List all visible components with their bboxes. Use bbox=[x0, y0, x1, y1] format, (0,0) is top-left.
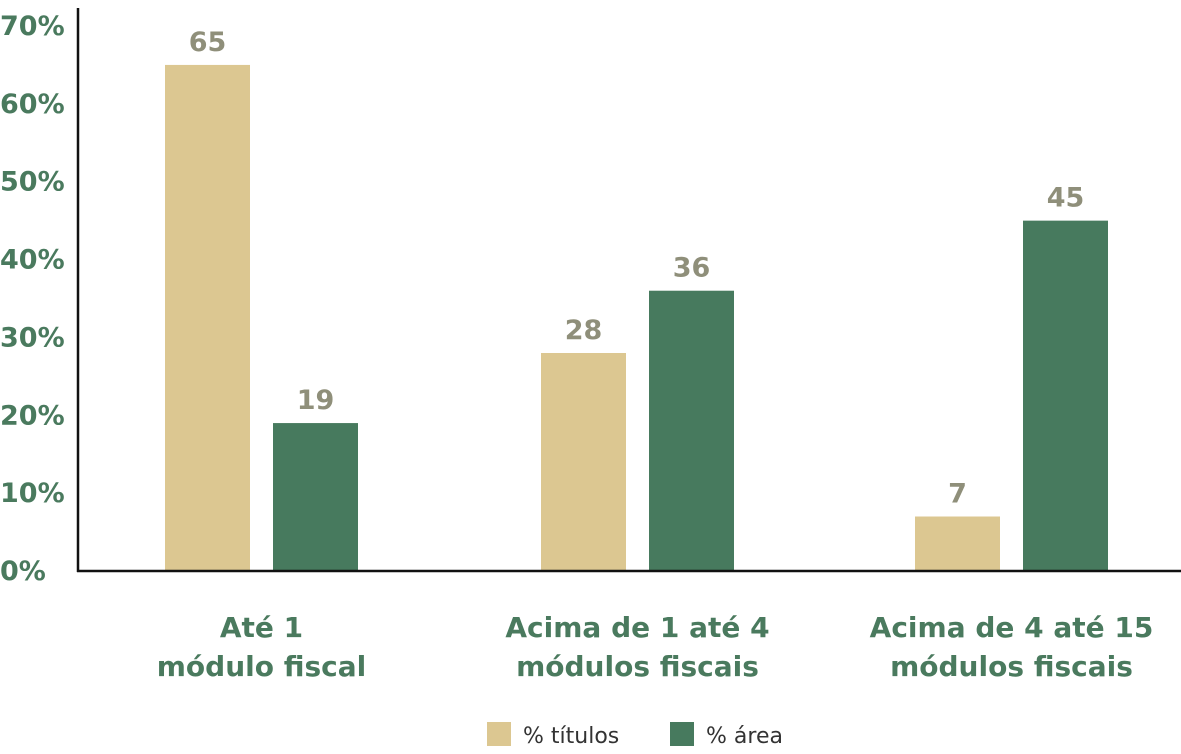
category-label: módulos fiscais bbox=[516, 650, 759, 683]
data-label: 19 bbox=[297, 385, 335, 416]
bar bbox=[915, 516, 1000, 571]
bar bbox=[273, 423, 358, 571]
legend: % títulos % área bbox=[487, 722, 783, 749]
legend-label: % área bbox=[706, 724, 783, 749]
bar bbox=[649, 290, 734, 571]
y-tick-label: 60% bbox=[0, 89, 65, 120]
y-tick-label: 40% bbox=[0, 245, 65, 276]
bar bbox=[541, 353, 626, 571]
y-tick-label: 70% bbox=[0, 11, 65, 42]
data-label: 7 bbox=[948, 479, 967, 510]
category-label: módulo fiscal bbox=[157, 650, 366, 683]
data-label: 45 bbox=[1047, 183, 1085, 214]
data-label: 65 bbox=[189, 27, 227, 58]
bar bbox=[1023, 220, 1108, 571]
legend-swatch bbox=[487, 722, 511, 746]
y-tick-label: 30% bbox=[0, 322, 65, 353]
y-tick-label: 20% bbox=[0, 400, 65, 431]
legend-label: % títulos bbox=[523, 724, 619, 749]
legend-swatch bbox=[670, 722, 694, 746]
category-labels: Até 1 módulo fiscal Acima de 1 até 4 módulo… bbox=[157, 611, 1154, 683]
y-tick-label: 50% bbox=[0, 167, 65, 198]
category-label: Acima de 4 até 15 bbox=[870, 611, 1154, 644]
category-label: módulos fiscais bbox=[890, 650, 1133, 683]
data-label: 36 bbox=[673, 253, 711, 284]
data-label: 28 bbox=[565, 315, 603, 346]
category-label: Até 1 bbox=[220, 611, 303, 644]
y-axis-ticks: 0% 10% 20% 30% 40% 50% 60% 70% bbox=[0, 11, 65, 587]
category-label: Acima de 1 até 4 bbox=[505, 611, 769, 644]
y-tick-label: 10% bbox=[0, 478, 65, 509]
axes bbox=[76, 8, 1181, 573]
bars bbox=[165, 64, 1108, 571]
data-labels: 65 19 28 36 7 45 bbox=[189, 27, 1085, 510]
y-tick-label: 0% bbox=[0, 556, 46, 587]
bar bbox=[165, 64, 250, 571]
